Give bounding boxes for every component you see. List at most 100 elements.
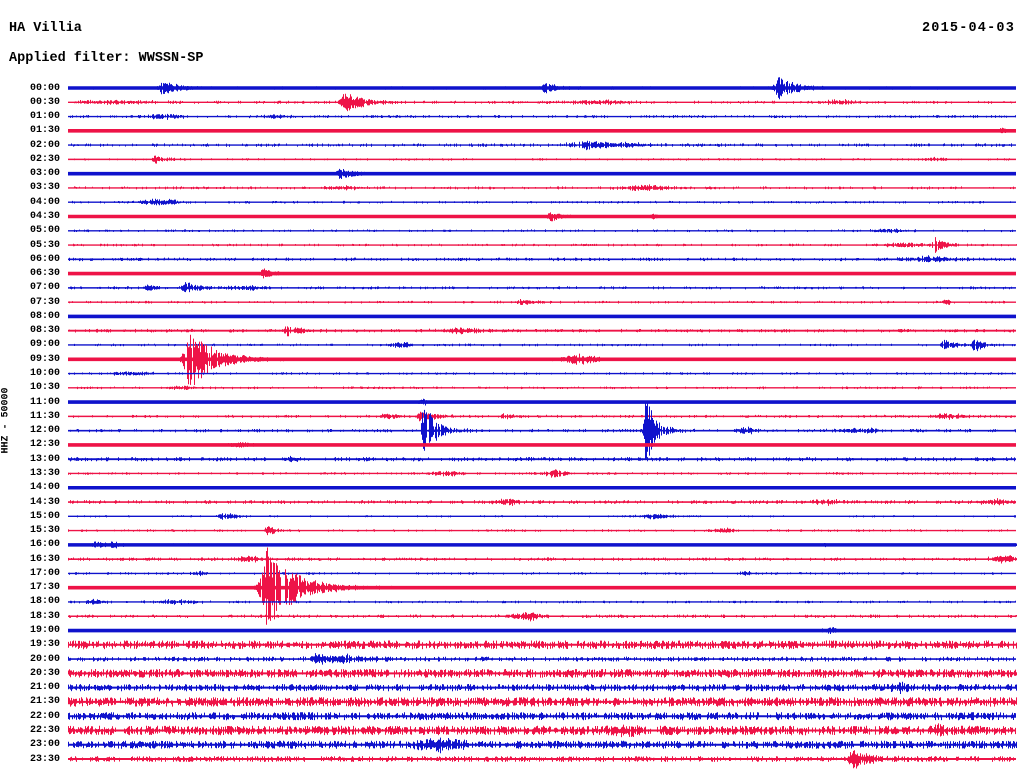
time-label-12:30: 12:30 (29, 439, 60, 451)
time-label-01:30: 01:30 (29, 125, 60, 137)
trace-wiggles-18:00 (70, 598, 1016, 605)
time-label-16:00: 16:00 (29, 539, 60, 551)
time-label-13:30: 13:30 (29, 467, 60, 479)
time-label-00:00: 00:00 (29, 82, 60, 94)
trace-wiggles-11:00 (96, 398, 1007, 406)
trace-wiggles-14:30 (70, 498, 1016, 506)
time-label-11:00: 11:00 (29, 396, 60, 408)
time-label-09:30: 09:30 (29, 353, 60, 365)
station-title: HA Villia (9, 21, 82, 36)
trace-wiggles-02:30 (74, 155, 1010, 164)
trace-wiggles-13:30 (68, 469, 1017, 478)
filter-label: Applied filter: WWSSN-SP (9, 51, 204, 66)
time-label-13:00: 13:00 (29, 453, 60, 465)
time-label-05:00: 05:00 (29, 225, 60, 237)
time-label-17:30: 17:30 (29, 582, 60, 594)
time-label-17:00: 17:00 (29, 567, 60, 579)
time-label-15:00: 15:00 (29, 510, 60, 522)
trace-wiggles-07:30 (69, 299, 1005, 305)
trace-wiggles-15:30 (68, 526, 1008, 536)
trace-wiggles-00:00 (74, 77, 996, 100)
trace-wiggles-04:30 (112, 212, 1015, 222)
time-label-21:00: 21:00 (29, 682, 60, 694)
trace-wiggles-13:00 (68, 455, 1015, 463)
time-label-23:00: 23:00 (29, 739, 60, 751)
trace-wiggles-03:00 (74, 168, 1016, 179)
trace-wiggles-14:00 (398, 486, 967, 489)
time-label-05:30: 05:30 (29, 239, 60, 251)
time-label-19:30: 19:30 (29, 639, 60, 651)
trace-wiggles-09:30 (69, 334, 1015, 385)
time-label-00:30: 00:30 (29, 96, 60, 108)
time-label-07:30: 07:30 (29, 296, 60, 308)
trace-wiggles-05:30 (73, 237, 1017, 253)
trace-wiggles-07:00 (70, 282, 1012, 293)
trace-wiggles-22:00 (68, 712, 1016, 721)
trace-wiggles-20:30 (68, 669, 1017, 678)
time-label-04:30: 04:30 (29, 210, 60, 222)
trace-wiggles-16:00 (78, 541, 1017, 549)
time-label-22:00: 22:00 (29, 710, 60, 722)
time-label-16:30: 16:30 (29, 553, 60, 565)
time-label-14:30: 14:30 (29, 496, 60, 508)
trace-wiggles-20:00 (68, 653, 1014, 665)
time-label-02:00: 02:00 (29, 139, 60, 151)
time-label-23:30: 23:30 (29, 753, 60, 765)
trace-wiggles-08:00 (105, 315, 1006, 318)
trace-wiggles-18:30 (69, 612, 1017, 622)
time-label-02:30: 02:30 (29, 153, 60, 165)
trace-wiggles-06:00 (69, 255, 1016, 263)
trace-wiggles-12:00 (70, 403, 1016, 460)
trace-wiggles-21:30 (68, 697, 1017, 707)
trace-wiggles-02:00 (71, 140, 1012, 151)
time-label-14:00: 14:00 (29, 482, 60, 494)
trace-wiggles-12:30 (75, 442, 1005, 448)
trace-wiggles-17:30 (71, 547, 1009, 625)
time-label-22:30: 22:30 (29, 724, 60, 736)
time-label-10:30: 10:30 (29, 382, 60, 394)
trace-wiggles-22:30 (68, 723, 1016, 738)
time-label-18:00: 18:00 (29, 596, 60, 608)
trace-wiggles-11:30 (73, 411, 1015, 422)
time-label-09:00: 09:00 (29, 339, 60, 351)
trace-wiggles-16:30 (68, 555, 1017, 564)
trace-wiggles-23:00 (68, 737, 1017, 754)
time-label-08:00: 08:00 (29, 310, 60, 322)
trace-wiggles-06:30 (84, 268, 990, 279)
time-label-03:30: 03:30 (29, 182, 60, 194)
time-label-08:30: 08:30 (29, 325, 60, 337)
trace-wiggles-23:30 (70, 750, 1014, 769)
time-label-11:30: 11:30 (29, 410, 60, 422)
trace-wiggles-10:30 (77, 385, 1007, 390)
time-label-03:00: 03:00 (29, 168, 60, 180)
time-label-12:00: 12:00 (29, 425, 60, 437)
time-label-10:00: 10:00 (29, 368, 60, 380)
time-label-06:30: 06:30 (29, 268, 60, 280)
time-label-15:30: 15:30 (29, 525, 60, 537)
trace-wiggles-08:30 (69, 326, 1014, 337)
trace-wiggles-17:00 (69, 570, 1002, 577)
trace-wiggles-05:00 (74, 228, 1013, 234)
trace-wiggles-10:00 (69, 371, 1013, 376)
time-label-20:30: 20:30 (29, 667, 60, 679)
trace-wiggles-19:00 (74, 627, 1011, 634)
trace-wiggles-15:00 (77, 513, 1016, 520)
trace-wiggles-01:00 (70, 113, 1016, 120)
time-label-06:00: 06:00 (29, 253, 60, 265)
time-label-04:00: 04:00 (29, 196, 60, 208)
trace-wiggles-01:30 (107, 127, 1007, 134)
trace-wiggles-21:00 (68, 681, 1017, 694)
date-label: 2015-04-03 (921, 21, 1015, 36)
time-label-07:00: 07:00 (29, 282, 60, 294)
trace-wiggles-04:00 (72, 198, 1011, 206)
time-label-19:00: 19:00 (29, 625, 60, 637)
time-label-21:30: 21:30 (29, 696, 60, 708)
time-label-01:00: 01:00 (29, 111, 60, 123)
trace-wiggles-03:30 (74, 184, 1014, 191)
time-label-20:00: 20:00 (29, 653, 60, 665)
trace-wiggles-19:30 (68, 640, 1017, 650)
trace-wiggles-00:30 (74, 93, 1016, 112)
time-label-18:30: 18:30 (29, 610, 60, 622)
